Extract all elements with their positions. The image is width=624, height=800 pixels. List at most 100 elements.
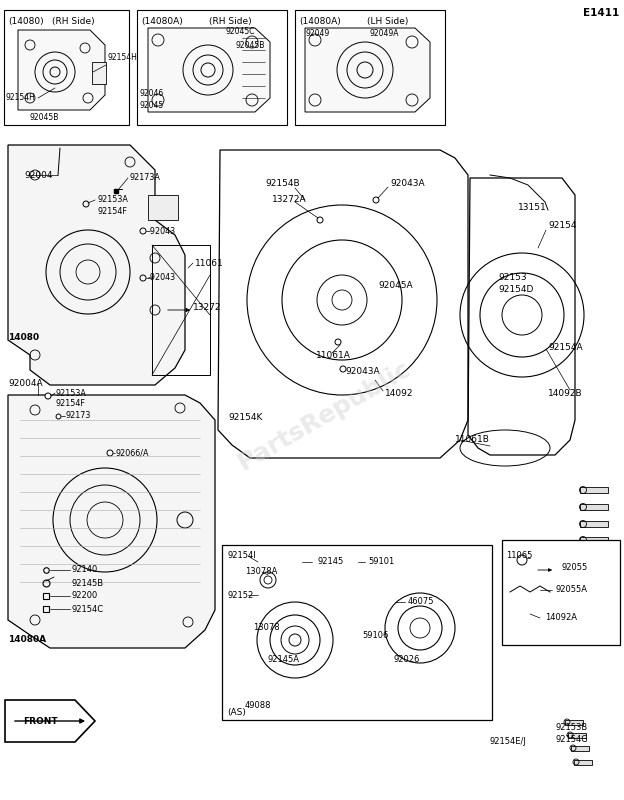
Text: 92153A: 92153A <box>97 195 128 205</box>
Text: 46075: 46075 <box>408 598 434 606</box>
Text: 14092A: 14092A <box>545 614 577 622</box>
Text: 92152: 92152 <box>228 590 254 599</box>
Bar <box>4 10 129 125</box>
Bar <box>148 195 178 220</box>
Text: 92145A: 92145A <box>268 655 300 665</box>
Text: 92153B: 92153B <box>555 723 587 733</box>
Text: 92154E/J: 92154E/J <box>490 738 527 746</box>
Text: 11061: 11061 <box>195 258 224 267</box>
Bar <box>580 521 608 527</box>
Text: PartsRepublic: PartsRepublic <box>234 357 415 475</box>
Text: 92049A: 92049A <box>370 29 399 38</box>
Bar <box>295 10 445 125</box>
Text: 92154G: 92154G <box>555 735 588 745</box>
Text: 92026: 92026 <box>393 655 419 665</box>
Text: (14080): (14080) <box>8 17 44 26</box>
Circle shape <box>335 339 341 345</box>
Text: 92145: 92145 <box>318 558 344 566</box>
Text: (14080A): (14080A) <box>141 17 183 26</box>
Polygon shape <box>8 395 215 648</box>
Text: 14092B: 14092B <box>548 389 583 398</box>
Bar <box>580 604 608 610</box>
Text: 92154K: 92154K <box>228 414 262 422</box>
Text: 13272: 13272 <box>193 303 222 313</box>
Bar <box>571 746 589 751</box>
Bar <box>580 554 608 560</box>
Text: FRONT: FRONT <box>22 717 57 726</box>
Text: 59106: 59106 <box>362 630 388 639</box>
Polygon shape <box>305 28 430 112</box>
Text: 92046: 92046 <box>139 89 163 98</box>
Text: 92043A: 92043A <box>390 178 424 187</box>
Text: -92043: -92043 <box>148 274 176 282</box>
Bar <box>222 545 492 720</box>
Text: 92045B: 92045B <box>30 114 59 122</box>
Text: 92004: 92004 <box>24 170 52 179</box>
Bar <box>568 733 586 738</box>
Polygon shape <box>5 700 95 742</box>
Bar <box>580 587 608 593</box>
Bar <box>574 760 592 765</box>
Text: 14080: 14080 <box>8 334 39 342</box>
Circle shape <box>140 275 146 281</box>
Polygon shape <box>148 28 270 112</box>
Text: 92173: 92173 <box>65 411 90 421</box>
Text: 92153A: 92153A <box>55 389 86 398</box>
Bar <box>502 540 620 645</box>
Text: 11061B: 11061B <box>455 435 490 445</box>
Text: 92045B: 92045B <box>235 42 265 50</box>
Text: 92045A: 92045A <box>378 281 412 290</box>
Polygon shape <box>18 30 105 110</box>
Text: 13078: 13078 <box>253 623 280 633</box>
Bar <box>137 10 287 125</box>
Text: 92066/A: 92066/A <box>115 449 149 458</box>
Bar <box>580 571 608 577</box>
Text: 92154H: 92154H <box>108 54 138 62</box>
Text: 13272A: 13272A <box>272 195 306 205</box>
Bar <box>580 537 608 543</box>
Circle shape <box>317 217 323 223</box>
Text: 13078A: 13078A <box>245 567 278 577</box>
Text: 92154C: 92154C <box>72 605 104 614</box>
Circle shape <box>340 366 346 372</box>
Text: E1411: E1411 <box>583 8 619 18</box>
Text: 49088: 49088 <box>245 701 271 710</box>
Circle shape <box>45 393 51 399</box>
Text: 92200: 92200 <box>72 591 98 601</box>
Text: 92153: 92153 <box>498 274 527 282</box>
Text: 92043A: 92043A <box>345 367 379 377</box>
Circle shape <box>107 450 113 456</box>
Text: 92004A: 92004A <box>8 378 42 387</box>
Text: 92049: 92049 <box>306 29 330 38</box>
Text: 92055: 92055 <box>562 563 588 573</box>
Text: 92140: 92140 <box>72 566 98 574</box>
Circle shape <box>140 228 146 234</box>
Text: 92055A: 92055A <box>555 586 587 594</box>
Text: 59101: 59101 <box>368 558 394 566</box>
Polygon shape <box>8 145 185 385</box>
Text: 92145B: 92145B <box>72 578 104 587</box>
Text: 13151: 13151 <box>518 203 547 213</box>
Text: 92154D: 92154D <box>498 286 534 294</box>
Bar <box>580 487 608 493</box>
Text: (AS): (AS) <box>227 707 246 717</box>
Text: (14080A): (14080A) <box>299 17 341 26</box>
Text: 92154B: 92154B <box>265 178 300 187</box>
Text: 92154: 92154 <box>548 222 577 230</box>
Text: 92154H: 92154H <box>6 94 36 102</box>
Text: 92154I: 92154I <box>228 551 256 561</box>
Bar <box>92 62 106 84</box>
Text: 92154F: 92154F <box>97 206 127 215</box>
Text: 14092: 14092 <box>385 389 414 398</box>
Text: (RH Side): (RH Side) <box>209 17 251 26</box>
Text: 92045C: 92045C <box>225 27 255 37</box>
Text: 11061A: 11061A <box>316 350 351 359</box>
Text: 14080A: 14080A <box>8 635 46 645</box>
Text: -92043: -92043 <box>148 226 176 235</box>
Circle shape <box>373 197 379 203</box>
Text: 11065: 11065 <box>506 551 532 561</box>
Bar <box>565 720 583 725</box>
Text: (RH Side): (RH Side) <box>52 17 95 26</box>
Text: 92173A: 92173A <box>130 174 161 182</box>
Text: 92154F: 92154F <box>55 399 85 409</box>
